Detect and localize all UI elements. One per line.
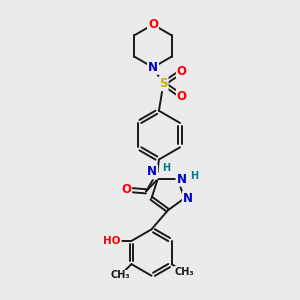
Text: N: N (183, 192, 193, 205)
Text: HO: HO (103, 236, 121, 246)
Text: N: N (176, 173, 187, 186)
Text: N: N (148, 61, 158, 74)
Text: H: H (162, 164, 170, 173)
Text: CH₃: CH₃ (174, 267, 194, 277)
Text: O: O (177, 90, 187, 103)
Text: O: O (177, 65, 187, 78)
Text: S: S (159, 77, 168, 90)
Text: O: O (121, 183, 131, 196)
Text: H: H (190, 171, 198, 181)
Text: N: N (147, 166, 157, 178)
Text: CH₃: CH₃ (110, 270, 130, 280)
Text: O: O (148, 18, 158, 31)
